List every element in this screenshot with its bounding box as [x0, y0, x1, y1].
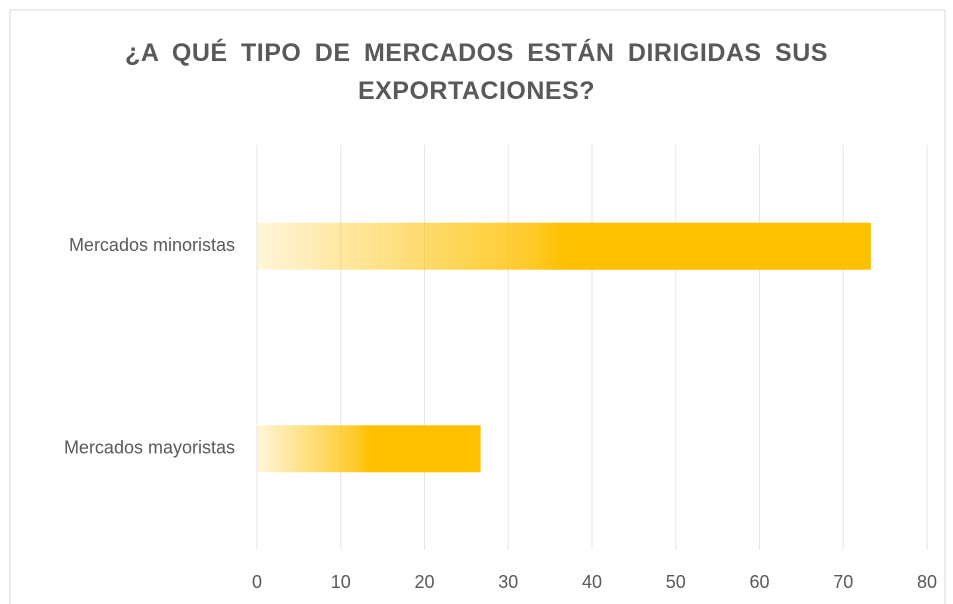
chart-title: ¿A QUÉ TIPO DE MERCADOS ESTÁN DIRIGIDAS … — [125, 39, 828, 105]
y-tick-label: Mercados mayoristas — [64, 438, 235, 458]
x-tick-label: 30 — [498, 572, 518, 592]
x-tick-label: 10 — [331, 572, 351, 592]
x-tick-label: 0 — [252, 572, 262, 592]
x-tick-label: 60 — [749, 572, 769, 592]
chart-border — [9, 9, 946, 604]
y-tick-label: Mercados minoristas — [69, 235, 235, 255]
x-tick-label: 40 — [582, 572, 602, 592]
x-tick-label: 80 — [917, 572, 937, 592]
bar — [257, 425, 481, 473]
x-tick-label: 20 — [414, 572, 434, 592]
bar — [257, 222, 871, 270]
x-tick-label: 70 — [833, 572, 853, 592]
x-tick-label: 50 — [666, 572, 686, 592]
